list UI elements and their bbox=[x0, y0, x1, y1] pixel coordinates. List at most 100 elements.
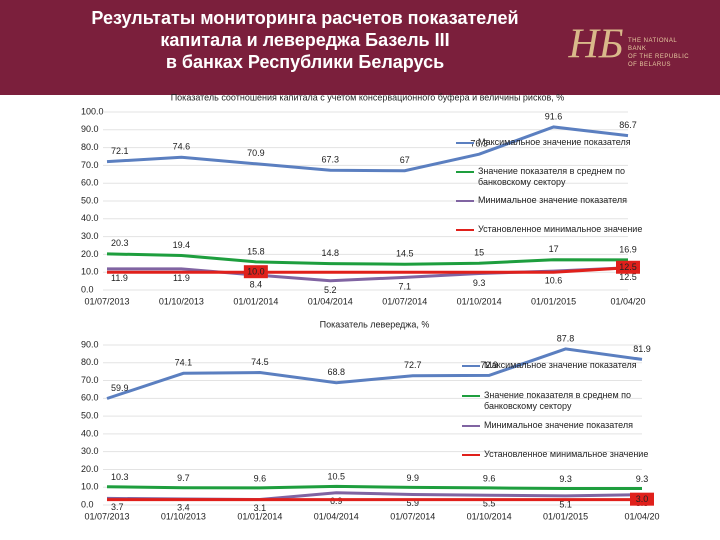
value-label: 86.7 bbox=[619, 120, 637, 130]
legend-label: Минимальное значение показателя bbox=[484, 420, 633, 430]
legend-label: Значение показателя в среднем по банковс… bbox=[478, 166, 626, 187]
value-label: 20.3 bbox=[111, 238, 129, 248]
value-label: 3.7 bbox=[111, 502, 124, 512]
logo-text: OF THE REPUBLIC bbox=[628, 54, 690, 60]
svg-text:НБ: НБ bbox=[568, 22, 624, 68]
value-label-box bbox=[616, 260, 640, 274]
y-tick-label: 90.0 bbox=[81, 339, 99, 349]
value-label: 9.3 bbox=[559, 474, 572, 484]
value-label: 19.4 bbox=[173, 240, 191, 250]
legend-swatch bbox=[462, 395, 480, 397]
legend-label: Установленное минимальное значение bbox=[478, 224, 643, 234]
value-label: 5.9 bbox=[406, 498, 419, 508]
series-line bbox=[106, 125, 629, 173]
y-tick-label: 0.0 bbox=[81, 284, 94, 294]
y-tick-label: 40.0 bbox=[81, 213, 99, 223]
x-tick-label: 01/07/2013 bbox=[84, 511, 129, 521]
x-tick-label: 01/01/2014 bbox=[237, 511, 282, 521]
value-label: 72.9 bbox=[480, 360, 498, 370]
logo-text: THE NATIONAL bbox=[628, 38, 678, 44]
x-tick-label: 01/07/2013 bbox=[84, 296, 129, 306]
value-label: 14.5 bbox=[396, 249, 414, 259]
value-label: 72.1 bbox=[111, 146, 129, 156]
x-tick-label: 01/01/2014 bbox=[233, 296, 278, 306]
series-line bbox=[106, 347, 643, 400]
value-label: 74.5 bbox=[251, 357, 269, 367]
y-tick-label: 90.0 bbox=[81, 124, 99, 134]
x-tick-label: 01/07/2014 bbox=[390, 511, 435, 521]
y-tick-label: 50.0 bbox=[81, 195, 99, 205]
value-label: 11.9 bbox=[111, 273, 128, 283]
y-tick-label: 50.0 bbox=[81, 410, 99, 420]
value-label: 10.0 bbox=[247, 267, 265, 277]
header: Результаты мониторинга расчетов показате… bbox=[0, 0, 720, 95]
value-label: 67 bbox=[400, 155, 410, 165]
y-tick-label: 20.0 bbox=[81, 249, 99, 259]
y-tick-label: 100.0 bbox=[81, 106, 104, 116]
value-label: 76.3 bbox=[470, 139, 488, 149]
y-tick-label: 30.0 bbox=[81, 446, 99, 456]
value-label: 74.1 bbox=[175, 358, 193, 368]
value-label: 5.5 bbox=[483, 499, 496, 509]
value-label: 10.5 bbox=[328, 472, 346, 482]
legend-entry: Максимальное значение показателя bbox=[462, 360, 654, 371]
y-tick-label: 60.0 bbox=[81, 178, 99, 188]
value-label: 9.3 bbox=[636, 474, 649, 484]
value-label: 9.6 bbox=[483, 473, 496, 483]
value-label-box bbox=[243, 265, 268, 279]
x-tick-label: 01/10/2014 bbox=[457, 296, 502, 306]
legend-swatch bbox=[462, 454, 480, 456]
value-label: 81.9 bbox=[633, 344, 651, 354]
logo-text: BANK bbox=[628, 46, 647, 52]
value-label: 87.8 bbox=[557, 333, 575, 343]
y-tick-label: 20.0 bbox=[81, 464, 99, 474]
title-line: капитала и левереджа Базель III bbox=[160, 30, 450, 50]
legend-entry: Минимальное значение показателя bbox=[462, 420, 654, 431]
value-label: 7.1 bbox=[398, 282, 411, 292]
legend-label: Максимальное значение показателя bbox=[484, 360, 637, 370]
value-label: 9.7 bbox=[177, 473, 190, 483]
value-label: 68.8 bbox=[328, 367, 346, 377]
y-tick-label: 10.0 bbox=[81, 267, 99, 277]
legend-label: Значение показателя в среднем по банковс… bbox=[484, 390, 632, 411]
logo-mark: НБ bbox=[568, 22, 624, 68]
value-label: 5.1 bbox=[559, 499, 572, 509]
value-label-box bbox=[630, 492, 654, 506]
value-label: 59.9 bbox=[111, 383, 129, 393]
x-tick-label: 01/10/2013 bbox=[161, 511, 206, 521]
value-label: 3.4 bbox=[177, 502, 190, 512]
series-line bbox=[106, 252, 629, 266]
value-label: 10.6 bbox=[545, 276, 563, 286]
legend-label: Максимальное значение показателя bbox=[478, 137, 631, 147]
legend-entry: Значение показателя в среднем по банковс… bbox=[456, 166, 648, 188]
x-tick-label: 01/04/2014 bbox=[308, 296, 353, 306]
value-label: 72.7 bbox=[404, 360, 422, 370]
x-tick-label: 01/04/2014 bbox=[314, 511, 359, 521]
value-label: 70.9 bbox=[247, 148, 265, 158]
value-label: 11.9 bbox=[173, 273, 190, 283]
legend-swatch bbox=[456, 171, 474, 173]
value-label: 9.3 bbox=[473, 278, 486, 288]
x-tick-label: 01/10/2014 bbox=[467, 511, 512, 521]
series-line bbox=[106, 484, 642, 490]
y-tick-label: 40.0 bbox=[81, 428, 99, 438]
value-label: 14.8 bbox=[322, 248, 340, 258]
value-label: 3.0 bbox=[636, 494, 649, 504]
value-label: 5.2 bbox=[324, 285, 337, 295]
value-label: 9.9 bbox=[406, 473, 419, 483]
value-label: 17 bbox=[549, 244, 559, 254]
y-tick-label: 30.0 bbox=[81, 231, 99, 241]
value-label: 67.3 bbox=[322, 155, 340, 165]
legend-swatch bbox=[456, 200, 474, 202]
legend-swatch bbox=[462, 365, 480, 367]
y-tick-label: 80.0 bbox=[81, 142, 99, 152]
x-tick-label: 01/01/2015 bbox=[543, 511, 588, 521]
legend-entry: Максимальное значение показателя bbox=[456, 137, 648, 148]
value-label: 91.6 bbox=[545, 111, 563, 121]
logo-text: OF BELARUS bbox=[628, 62, 672, 68]
legend-entry: Значение показателя в среднем по банковс… bbox=[462, 390, 654, 412]
legend-swatch bbox=[456, 229, 474, 231]
legend-swatch bbox=[462, 425, 480, 427]
y-tick-label: 80.0 bbox=[81, 357, 99, 367]
